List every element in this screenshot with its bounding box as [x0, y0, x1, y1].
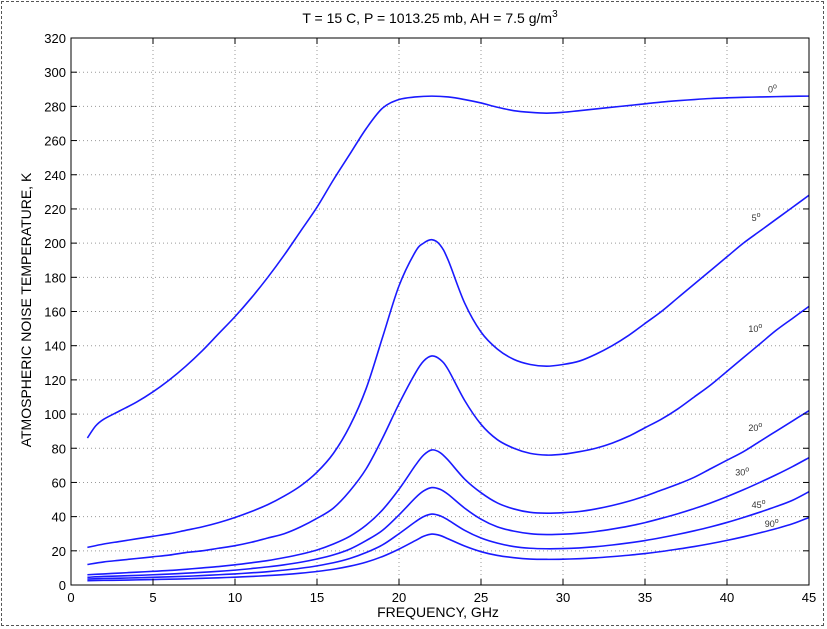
y-tick-label: 20	[52, 544, 66, 559]
y-tick-label: 200	[44, 236, 66, 251]
series-label-20: 20o	[748, 422, 762, 433]
series-label-45: 45o	[752, 499, 766, 510]
series-line-30	[87, 456, 810, 579]
x-tick-label: 5	[149, 590, 156, 605]
x-tick-label: 15	[310, 590, 324, 605]
y-tick-label: 180	[44, 270, 66, 285]
chart-title-main: T = 15 C, P = 1013.25 mb, AH = 7.5 g/m	[302, 10, 552, 26]
x-tick-label: 45	[802, 590, 816, 605]
series-line-90	[87, 516, 810, 582]
axis-ticks: 0 5 10 15 20 25 30 35 40 45 0 20 40 60 80 100 120 140 160 1…	[44, 31, 816, 605]
x-tick-label: 35	[638, 590, 652, 605]
grid-lines	[71, 38, 809, 585]
x-axis-title: FREQUENCY, GHz	[377, 604, 499, 620]
y-tick-label: 60	[52, 475, 66, 490]
y-tick-label: 220	[44, 202, 66, 217]
series-line-10	[87, 305, 810, 566]
y-tick-label: 0	[59, 578, 66, 593]
series-line-45	[87, 490, 810, 580]
y-tick-label: 260	[44, 134, 66, 149]
series-label-90: 90o	[765, 518, 779, 529]
x-tick-label: 10	[228, 590, 242, 605]
x-tick-label: 25	[474, 590, 488, 605]
series-label-0: 0o	[768, 84, 777, 95]
x-tick-label: 30	[556, 590, 570, 605]
series-label-30: 30o	[735, 467, 749, 478]
y-tick-label: 280	[44, 99, 66, 114]
series-lines	[86, 95, 810, 582]
y-tick-label: 80	[52, 441, 66, 456]
series-line-5	[87, 194, 810, 549]
series-label-5: 5o	[752, 212, 761, 223]
x-tick-label: 20	[392, 590, 406, 605]
x-tick-label: 0	[67, 590, 74, 605]
y-tick-label: 40	[52, 510, 66, 525]
y-tick-label: 300	[44, 65, 66, 80]
series-labels: 0o 5o 10o 20o 30o 45o 90o	[735, 84, 779, 529]
y-tick-label: 140	[44, 339, 66, 354]
chart-title: T = 15 C, P = 1013.25 mb, AH = 7.5 g/m3	[302, 9, 558, 26]
y-tick-label: 100	[44, 407, 66, 422]
series-label-10: 10o	[748, 323, 762, 334]
y-tick-label: 240	[44, 168, 66, 183]
y-axis-title: ATMOSPHERIC NOISE TEMPERATURE, K	[18, 172, 34, 447]
series-line-20	[87, 409, 810, 576]
chart-title-superscript: 3	[552, 9, 558, 20]
y-tick-label: 320	[44, 31, 66, 46]
series-line-0	[86, 95, 810, 439]
y-tick-label: 120	[44, 373, 66, 388]
y-tick-label: 160	[44, 305, 66, 320]
x-tick-label: 40	[720, 590, 734, 605]
